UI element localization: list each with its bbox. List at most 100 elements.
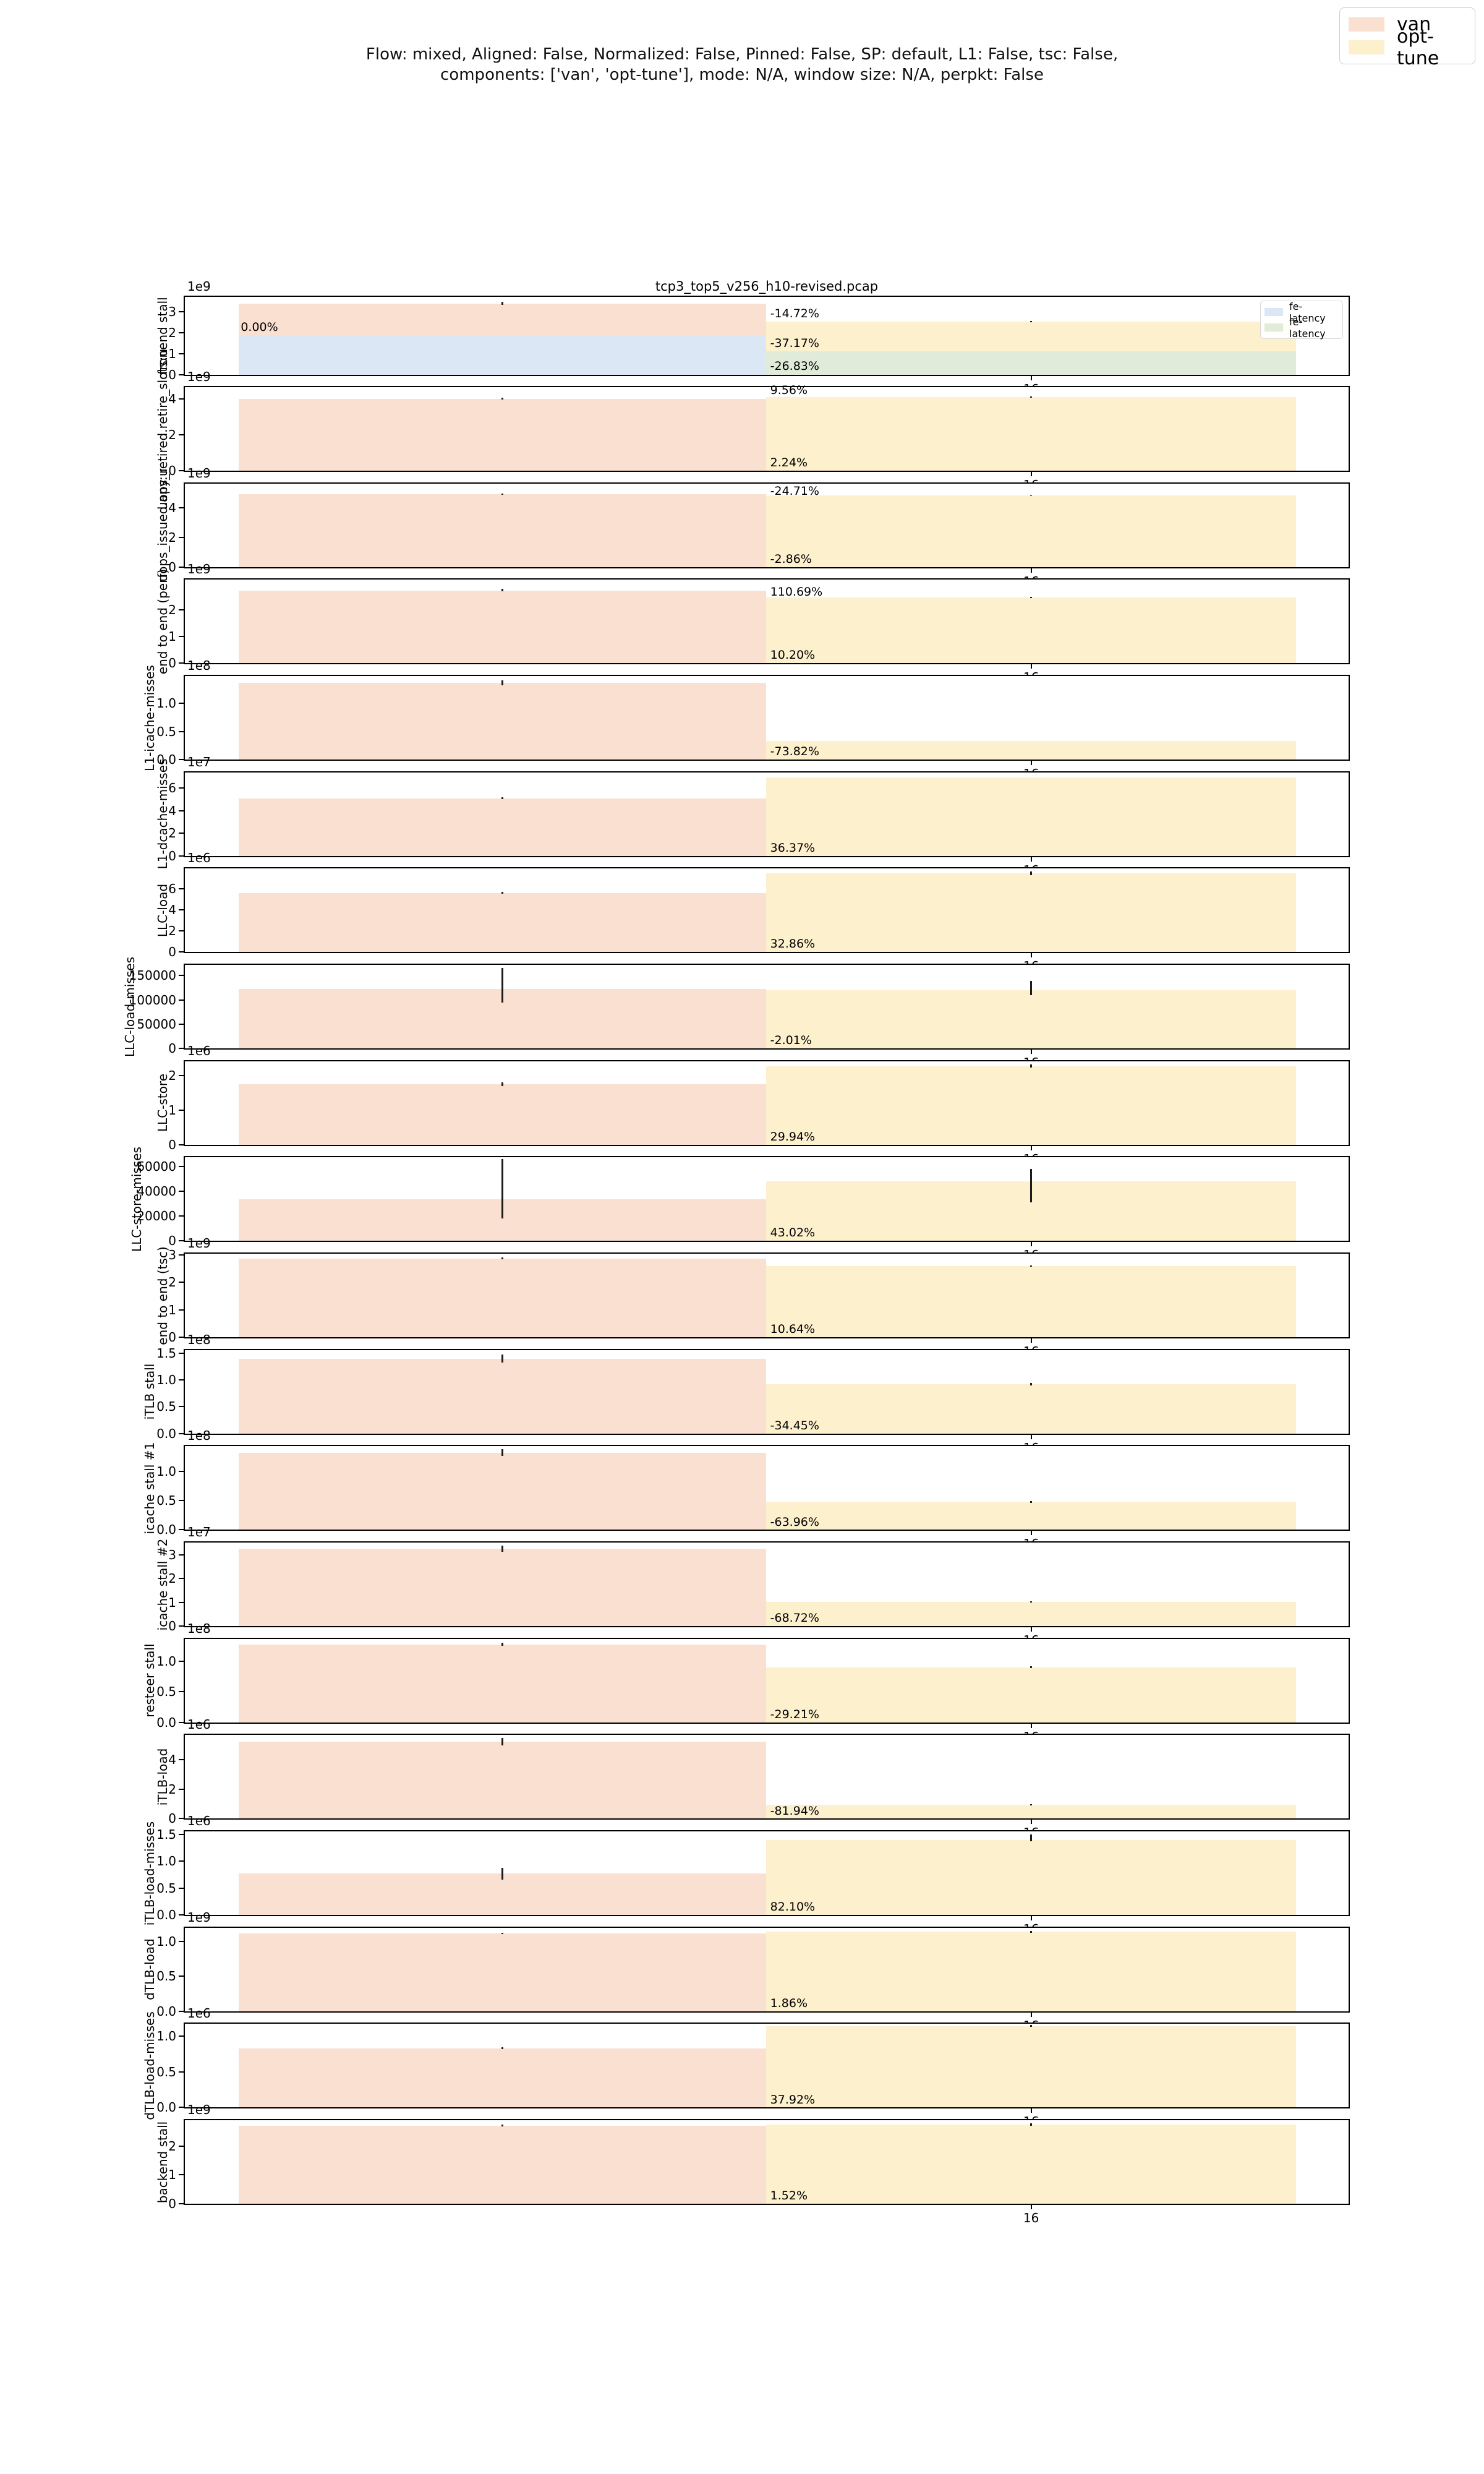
y-axis-exponent: 1e6	[187, 1043, 211, 1058]
y-tick-mark	[179, 2010, 185, 2012]
y-tick-label: 0.0	[156, 1714, 176, 1730]
y-axis-exponent: 1e8	[187, 1332, 211, 1347]
y-tick-label: 1.0	[156, 696, 176, 711]
y-tick-mark	[179, 855, 185, 857]
y-axis-label: resteer stall	[142, 1643, 157, 1718]
y-tick-mark	[179, 374, 185, 375]
subplot-axes-fronend stall: tcp3_top5_v256_h10-revised.pcap 1e9 0 1 2 3 fr…	[155, 279, 1350, 396]
y-axis-exponent: 1e7	[187, 754, 211, 769]
pct-annotation: 10.20%	[770, 648, 816, 662]
y-tick-mark	[179, 1379, 185, 1381]
y-tick-mark	[179, 1282, 185, 1283]
error-bar-van	[501, 2125, 503, 2127]
y-tick-label: 1.0	[156, 1464, 176, 1479]
bar-van	[238, 2048, 767, 2108]
x-tick-mark	[1030, 1818, 1032, 1825]
y-tick-label: 0	[168, 1233, 176, 1249]
pct-annotation: -24.71%	[770, 484, 819, 498]
bar-van	[238, 494, 767, 567]
legend-swatch-van	[1349, 17, 1384, 32]
bar-opt-tune	[766, 777, 1297, 856]
y-axis-label: iTLB-load	[155, 1748, 170, 1806]
bar-van	[238, 1452, 767, 1530]
x-tick-mark	[1030, 375, 1032, 380]
pct-annotation: 37.92%	[770, 2093, 816, 2107]
error-bar-van	[501, 1257, 503, 1259]
y-tick-mark	[179, 909, 185, 910]
y-tick-label: 3	[168, 304, 176, 319]
bar-opt-tune	[766, 1066, 1297, 1145]
fe-latency-legend-item-0: fe-latency	[1264, 301, 1339, 324]
y-tick-mark	[179, 1471, 185, 1472]
x-tick-mark	[1030, 1626, 1032, 1632]
subplot-axes-icache stall #2: 1e70123icache stall #216-68.72%	[155, 1525, 1350, 1648]
bar-opt-tune	[766, 1502, 1297, 1530]
pct-annotation: 36.37%	[770, 841, 816, 855]
pct-annotation: 1.52%	[770, 2189, 808, 2203]
y-tick-label: 0	[168, 1137, 176, 1152]
y-tick-mark	[179, 353, 185, 354]
y-tick-label: 1.0	[156, 1654, 176, 1669]
x-tick-mark	[1030, 1144, 1032, 1150]
pct-annotation: 9.56%	[770, 383, 808, 397]
bar-van	[238, 590, 767, 664]
y-tick-mark	[179, 1023, 185, 1025]
y-tick-label: 0	[168, 944, 176, 960]
x-tick-mark	[1030, 952, 1032, 958]
bar-opt-tune	[766, 1839, 1297, 1915]
x-tick-mark	[1030, 855, 1032, 862]
y-tick-mark	[179, 787, 185, 789]
fe-latency-legend: fe-latency fe-latency	[1260, 301, 1343, 340]
y-tick-label: 0.5	[156, 1399, 176, 1415]
figure-legend: van opt-tune	[1339, 7, 1475, 69]
y-tick-label: 50000	[137, 1016, 176, 1032]
y-tick-mark	[179, 730, 185, 732]
y-tick-mark	[179, 1914, 185, 1915]
y-tick-mark	[179, 1432, 185, 1434]
y-tick-label: 0	[168, 1041, 176, 1056]
pct-annotation: -73.82%	[770, 745, 819, 759]
bar-opt-tune	[766, 1932, 1297, 2011]
subplot-axes-LLC-load-misses: 050000100000150000LLC-load-misses16-2.01…	[122, 956, 1350, 1070]
bar-van	[238, 892, 767, 952]
y-tick-label: 0.0	[156, 2003, 176, 2019]
error-bar-opt-tune	[1030, 871, 1033, 875]
error-bar-van	[501, 967, 503, 1003]
bar-opt-tune	[766, 597, 1297, 664]
y-tick-mark	[179, 1834, 185, 1836]
error-bar-van	[501, 680, 503, 685]
y-axis-label: end to end (tsc)	[155, 1246, 170, 1345]
y-tick-label: 0.5	[156, 1969, 176, 1984]
y-tick-mark	[179, 636, 185, 638]
bar-opt-tune	[766, 2026, 1297, 2108]
x-tick-mark	[1030, 2011, 1032, 2017]
y-axis-exponent: 1e6	[187, 1813, 211, 1828]
y-tick-label: 0.5	[156, 1880, 176, 1896]
pct-annotation: 1.86%	[770, 1997, 808, 2011]
x-tick-mark	[1030, 1722, 1032, 1728]
legend-label: van	[1397, 14, 1431, 35]
y-tick-label: 1.5	[156, 1827, 176, 1843]
pct-annotation: -2.01%	[770, 1034, 812, 1048]
y-tick-label: 2	[168, 2138, 176, 2154]
y-tick-mark	[179, 1721, 185, 1723]
y-tick-label: 0.0	[156, 1907, 176, 1922]
y-tick-mark	[179, 1254, 185, 1256]
x-tick-mark	[1030, 471, 1032, 476]
y-axis-exponent: 1e8	[187, 658, 211, 673]
x-tick-mark	[1030, 567, 1032, 573]
y-axis-exponent: 1e9	[187, 562, 211, 577]
y-tick-mark	[179, 975, 185, 977]
legend-swatch-opt-tune	[1349, 40, 1384, 54]
y-tick-label: 3	[168, 1547, 176, 1562]
y-axis-label: iTLB-load-misses	[142, 1821, 157, 1925]
y-tick-label: 0.5	[156, 1493, 176, 1509]
error-bar-van	[501, 1932, 503, 1934]
x-tick-label: 16	[1023, 2211, 1039, 2226]
error-bar-van	[501, 589, 503, 591]
y-tick-mark	[179, 1500, 185, 1502]
y-tick-label: 0	[168, 1330, 176, 1345]
y-tick-mark	[179, 2145, 185, 2147]
